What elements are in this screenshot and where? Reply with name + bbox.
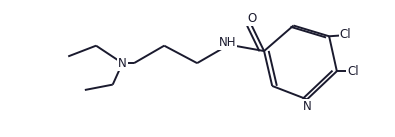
Text: Cl: Cl xyxy=(340,28,351,41)
Text: N: N xyxy=(118,57,127,70)
Text: N: N xyxy=(303,100,311,113)
Text: NH: NH xyxy=(218,36,236,49)
Text: Cl: Cl xyxy=(347,65,359,78)
Text: O: O xyxy=(247,12,256,25)
